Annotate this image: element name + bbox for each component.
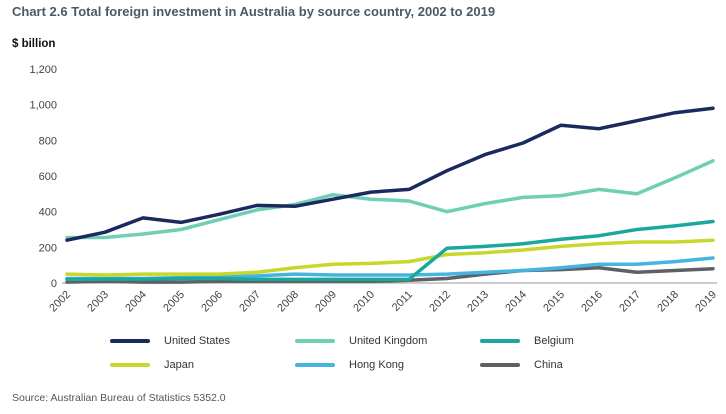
legend-item-hong-kong: Hong Kong <box>295 358 480 372</box>
x-tick-label: 2008 <box>275 289 301 315</box>
legend: United States United Kingdom Belgium Japan H… <box>110 334 670 372</box>
x-tick-label: 2004 <box>123 289 149 315</box>
legend-label: Japan <box>164 359 194 371</box>
legend-swatch <box>295 363 335 367</box>
legend-swatch <box>480 339 520 343</box>
y-tick-label: 0 <box>51 278 57 290</box>
legend-item-united-states: United States <box>110 334 295 348</box>
legend-swatch <box>110 363 150 367</box>
x-tick-label: 2019 <box>693 289 719 315</box>
series-line-belgium <box>65 219 715 282</box>
legend-item-china: China <box>480 358 665 372</box>
x-tick-label: 2010 <box>351 289 377 315</box>
x-tick-label: 2006 <box>199 289 225 315</box>
series-line-united-states <box>65 106 715 242</box>
x-tick-label: 2014 <box>503 289 529 315</box>
x-tick-label: 2015 <box>541 289 567 315</box>
x-tick-label: 2002 <box>47 289 73 315</box>
y-tick-label: 1,200 <box>29 64 57 76</box>
line-chart: 0 200 400 600 800 1,000 1,200 2002 2003 2004 2005 2… <box>29 64 719 315</box>
y-axis-unit-label: $ billion <box>12 38 56 50</box>
chart-title: Chart 2.6 Total foreign investment in Au… <box>12 4 496 19</box>
series-line-japan <box>65 238 715 277</box>
legend-label: Belgium <box>534 335 574 347</box>
legend-swatch <box>110 339 150 343</box>
x-tick-label: 2018 <box>655 289 681 315</box>
legend-label: Hong Kong <box>349 359 405 371</box>
series-line-united-kingdom <box>65 159 715 240</box>
legend-item-belgium: Belgium <box>480 334 665 348</box>
legend-item-united-kingdom: United Kingdom <box>295 334 480 348</box>
source-note: Source: Australian Bureau of Statistics … <box>12 392 226 404</box>
x-tick-label: 2005 <box>161 289 187 315</box>
x-tick-label: 2017 <box>617 289 643 315</box>
x-tick-label: 2009 <box>313 289 339 315</box>
x-tick-label: 2012 <box>427 289 453 315</box>
legend-swatch <box>480 363 520 367</box>
legend-item-japan: Japan <box>110 358 295 372</box>
x-tick-label: 2007 <box>237 289 263 315</box>
y-tick-label: 200 <box>39 242 57 254</box>
y-tick-label: 400 <box>39 207 57 219</box>
legend-label: China <box>534 359 563 371</box>
y-tick-label: 800 <box>39 135 57 147</box>
legend-label: United Kingdom <box>349 335 428 347</box>
x-tick-label: 2013 <box>465 289 491 315</box>
x-tick-label: 2011 <box>390 289 415 314</box>
y-tick-label: 1,000 <box>29 100 57 112</box>
x-tick-label: 2016 <box>579 289 605 315</box>
x-tick-label: 2003 <box>85 289 111 315</box>
y-tick-label: 600 <box>39 171 57 183</box>
legend-label: United States <box>164 335 231 347</box>
legend-swatch <box>295 339 335 343</box>
